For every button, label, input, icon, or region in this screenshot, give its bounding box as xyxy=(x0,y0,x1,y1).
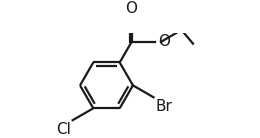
Text: Br: Br xyxy=(155,99,172,114)
Text: Cl: Cl xyxy=(56,122,71,137)
Text: O: O xyxy=(158,34,170,49)
Text: O: O xyxy=(126,1,138,16)
